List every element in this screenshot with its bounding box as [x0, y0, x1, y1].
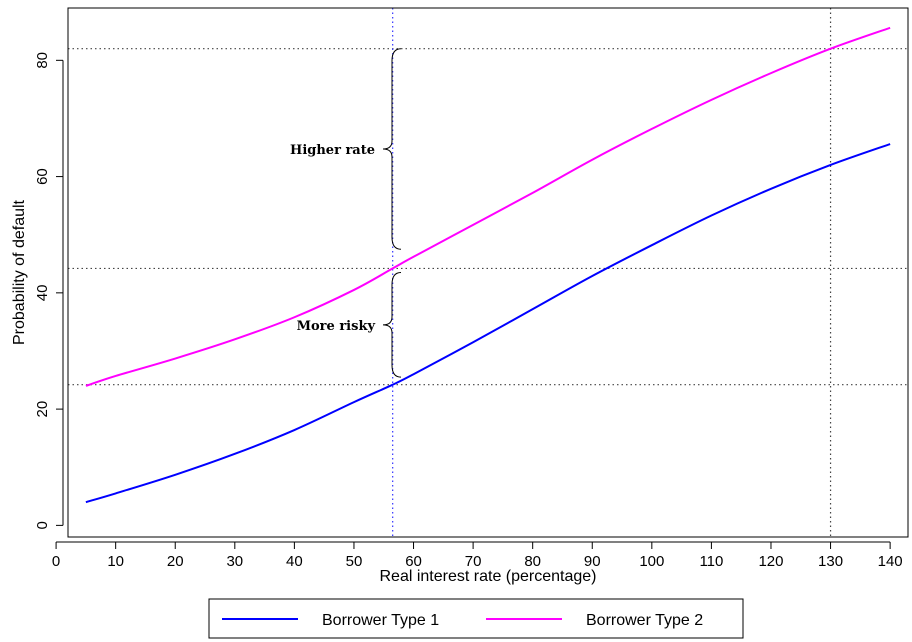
x-tick-label: 0 [52, 553, 60, 570]
x-tick-label: 40 [286, 553, 303, 570]
annotation-label: Higher rate [290, 143, 375, 158]
x-tick-label: 10 [107, 553, 124, 570]
y-tick-label: 20 [34, 401, 51, 418]
x-tick-label: 30 [226, 553, 243, 570]
series-line-borrower-type-1 [85, 143, 891, 504]
y-tick-label: 60 [34, 168, 51, 185]
x-tick-label: 120 [758, 553, 783, 570]
y-tick-label: 80 [34, 52, 51, 69]
x-tick-label: 110 [699, 553, 723, 570]
y-tick-label: 0 [34, 521, 51, 529]
plot-frame [67, 7, 909, 538]
x-axis-title: Real interest rate (percentage) [380, 568, 597, 585]
legend-label: Borrower Type 1 [322, 612, 439, 629]
x-tick-label: 60 [405, 553, 422, 570]
reference-lines [68, 8, 908, 537]
annotation-label: More risky [297, 319, 376, 334]
x-tick-label: 100 [639, 553, 664, 570]
annotations: Higher rate More risky [290, 48, 402, 378]
series-line-borrower-type-2 [85, 26, 891, 387]
x-tick-label: 140 [878, 553, 903, 570]
x-tick-label: 90 [584, 553, 601, 570]
x-axis: 0 10 20 30 40 50 60 70 80 90 100 110 120 130 140 [52, 541, 903, 570]
x-tick-label: 50 [346, 553, 363, 570]
x-tick-label: 130 [818, 553, 843, 570]
annotation-brace [382, 272, 402, 378]
x-tick-label: 70 [465, 553, 482, 570]
x-tick-label: 20 [167, 553, 184, 570]
annotation-brace [382, 48, 402, 250]
legend-label: Borrower Type 2 [586, 612, 703, 629]
legend: Borrower Type 1 Borrower Type 2 [208, 598, 744, 639]
y-axis: 0 20 40 60 80 [34, 52, 64, 530]
x-tick-label: 80 [524, 553, 541, 570]
series-lines [85, 26, 891, 504]
y-axis-title: Probability of default [11, 199, 28, 345]
y-tick-label: 40 [34, 285, 51, 302]
